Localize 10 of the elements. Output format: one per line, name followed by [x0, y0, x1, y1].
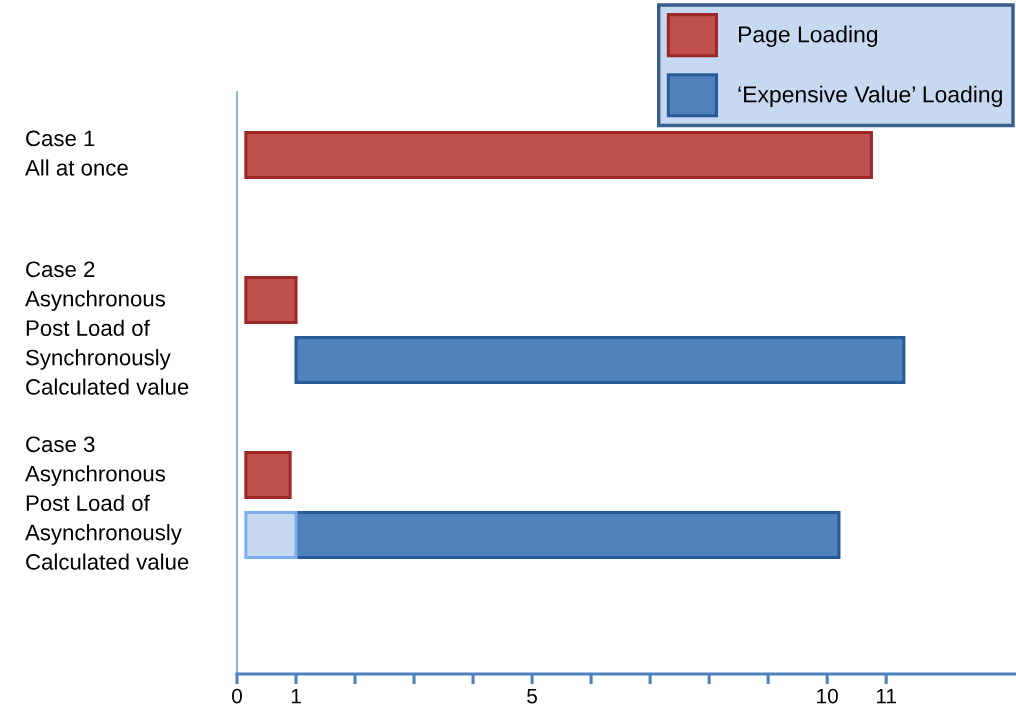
x-tick-label: 10 — [817, 688, 838, 704]
legend-label: Page Loading — [739, 25, 878, 47]
legend-label: ‘Expensive Value’ Loading — [738, 85, 1002, 108]
x-tick-label: 0 — [232, 688, 242, 704]
x-tick-label: 5 — [527, 688, 537, 704]
x-tick-label: 1 — [291, 688, 301, 704]
y-tick-label: Case 2 Asynchronous Post Load of Synchronously Calculated value — [25, 261, 189, 395]
y-tick-label: Case 3 Asynchronous Post Load of Asynchronously Calculated value — [25, 436, 189, 570]
x-tick-label: 11 — [876, 688, 896, 704]
y-tick-label: Case 1 All at once — [25, 130, 128, 176]
